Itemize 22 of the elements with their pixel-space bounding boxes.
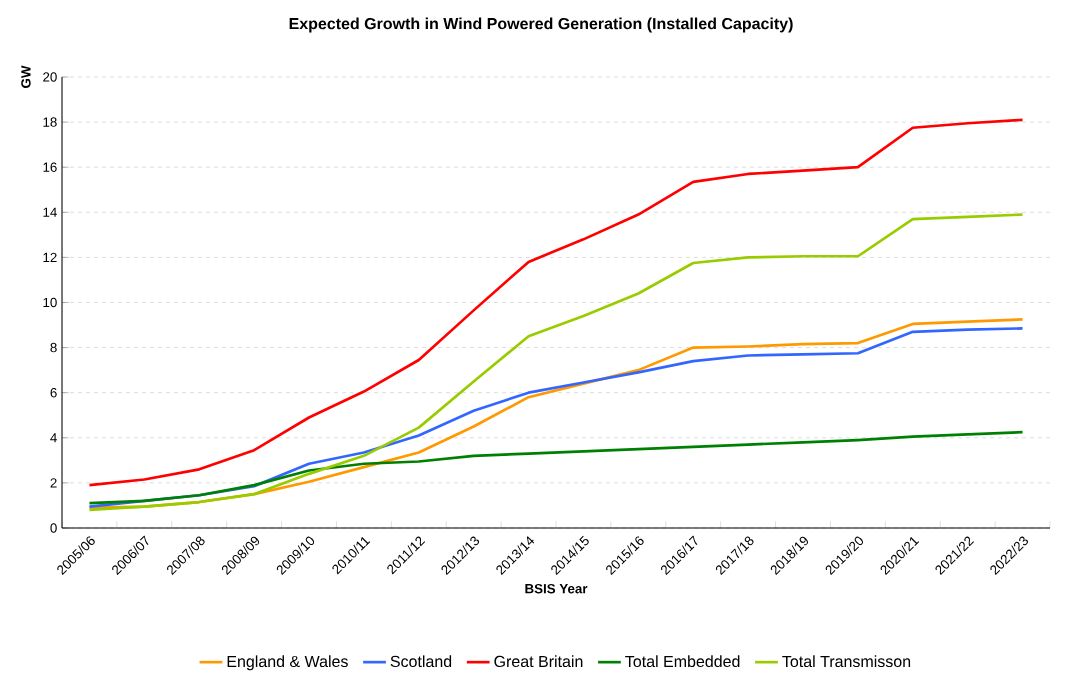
x-axis-title: BSIS Year	[525, 583, 588, 594]
y-tick-label: 2	[50, 478, 57, 488]
y-tick-label: 0	[50, 523, 57, 533]
y-tick-label: 8	[50, 342, 57, 353]
legend-label: Scotland	[390, 655, 452, 667]
line-series	[88, 213, 1024, 512]
legend-label: Total Embedded	[625, 655, 740, 667]
legend-label: Total Transmisson	[782, 655, 911, 667]
line-series	[88, 118, 1024, 487]
line-series	[88, 430, 1024, 505]
y-tick-label: 6	[50, 387, 57, 398]
y-tick-label: 16	[43, 162, 57, 172]
y-axis-title: GW	[21, 65, 31, 88]
y-tick-label: 4	[50, 433, 57, 443]
y-tick-label: 14	[43, 207, 57, 217]
legend-label: England & Wales	[227, 655, 348, 671]
legend-label: Great Britain	[494, 655, 583, 667]
y-tick-label: 12	[43, 252, 57, 262]
y-tick-label: 10	[43, 297, 57, 308]
y-tick-label: 20	[43, 72, 57, 82]
y-tick-label: 18	[43, 117, 57, 127]
chart-title: Expected Growth in Wind Powered Generation (Installed Capacity)	[289, 17, 793, 33]
